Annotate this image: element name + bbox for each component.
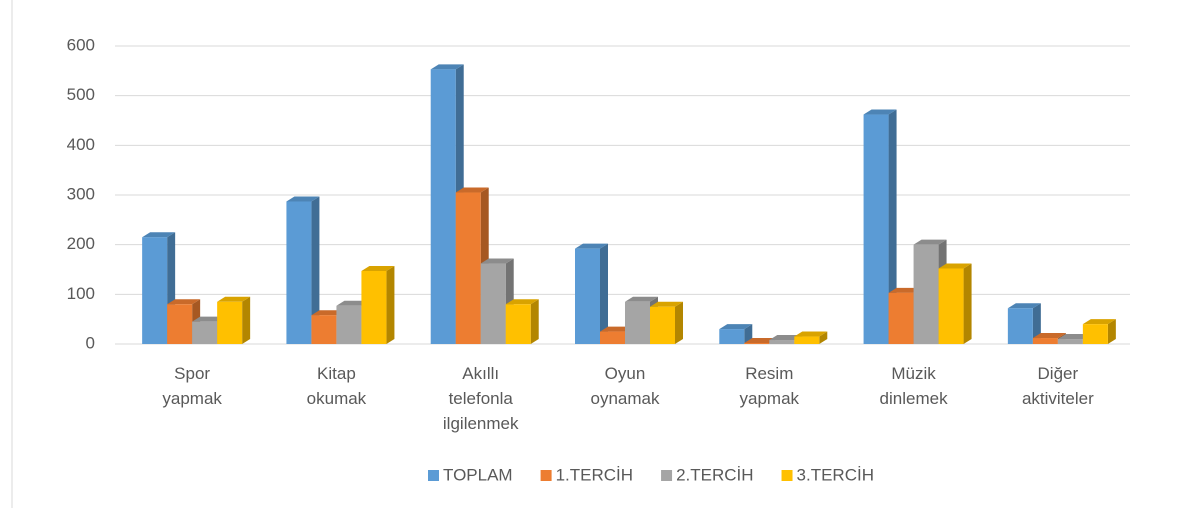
bar-side <box>819 331 828 344</box>
bar <box>719 329 745 344</box>
x-tick-label: Akıllı telefonla ilgilenmek <box>443 364 519 433</box>
bar <box>455 192 481 344</box>
bar-top <box>719 324 753 330</box>
bar <box>600 331 625 344</box>
bar-side <box>888 109 897 344</box>
y-tick-label: 200 <box>67 234 95 253</box>
bar <box>217 301 243 344</box>
bar-top <box>625 296 658 302</box>
bar-top <box>336 300 370 306</box>
y-tick-label: 0 <box>86 333 95 352</box>
x-tick-label: Spor yapmak <box>162 364 222 408</box>
bar-side <box>600 243 608 344</box>
legend-label: TOPLAM <box>443 465 513 484</box>
bar <box>142 237 168 344</box>
bar-top <box>192 316 226 322</box>
bar <box>1082 324 1108 344</box>
bar <box>650 306 675 344</box>
bar-top <box>430 64 464 70</box>
x-tick-label: Kitap okumak <box>307 364 367 408</box>
bar <box>1007 308 1033 344</box>
legend-item: 2.TERCİH <box>661 465 754 484</box>
bar-top <box>480 258 514 264</box>
x-tick-label: Resim yapmak <box>740 364 800 408</box>
legend-item: 3.TERCİH <box>781 465 874 484</box>
bar-top <box>167 299 201 305</box>
legend-item: TOPLAM <box>428 465 513 484</box>
bar-top <box>650 301 683 307</box>
legend-swatch <box>428 470 439 481</box>
y-tick-label: 500 <box>67 85 95 104</box>
bar <box>863 114 889 344</box>
bar <box>575 248 600 344</box>
bar-top <box>1082 319 1116 325</box>
bar <box>336 305 362 344</box>
bar <box>505 304 531 344</box>
bar-side <box>1032 303 1041 344</box>
bar <box>794 336 820 344</box>
bar <box>744 343 770 344</box>
y-tick-label: 100 <box>67 284 95 303</box>
bar <box>913 244 939 344</box>
x-tick-label: Müzik dinlemek <box>880 364 949 408</box>
bar-top <box>1032 333 1066 339</box>
y-tick-label: 600 <box>67 35 95 54</box>
bar-top <box>863 109 897 115</box>
bar-top <box>769 335 803 341</box>
bar <box>430 69 456 345</box>
bar <box>1032 338 1058 344</box>
bar-top <box>888 287 922 293</box>
bar-top <box>575 243 608 249</box>
y-tick-label: 400 <box>67 135 95 154</box>
bar-top <box>600 326 633 332</box>
x-tick-label: Oyun oynamak <box>591 364 660 408</box>
bar-side <box>242 296 251 344</box>
bar <box>480 263 506 344</box>
bar-side <box>744 324 753 344</box>
bar-top <box>505 299 539 305</box>
bar-top <box>286 196 320 202</box>
bar-top <box>1007 303 1041 309</box>
bar-top <box>217 296 251 302</box>
bar-top <box>311 310 345 316</box>
bar-top <box>794 331 828 337</box>
bar-side <box>963 263 972 344</box>
legend-swatch <box>661 470 673 481</box>
bar <box>286 201 312 344</box>
bar-side <box>530 299 539 344</box>
bar-top <box>361 265 395 271</box>
legend-swatch <box>540 470 552 481</box>
bar-side <box>311 196 320 344</box>
bar-side <box>386 265 395 344</box>
legend-label: 2.TERCİH <box>676 465 753 484</box>
y-tick-label: 300 <box>67 184 95 203</box>
x-tick-label: Diğer aktiviteler <box>1022 364 1094 408</box>
bar <box>625 301 650 344</box>
legend-label: 1.TERCİH <box>556 465 633 484</box>
bar <box>311 315 337 344</box>
bar-top <box>1057 334 1091 340</box>
bar <box>769 340 795 344</box>
bar-top <box>142 232 176 238</box>
legend-swatch <box>781 470 793 481</box>
bar-top <box>913 239 947 245</box>
bar <box>192 321 218 344</box>
bar <box>938 268 964 344</box>
bar-top <box>938 263 972 269</box>
legend-label: 3.TERCİH <box>797 465 874 484</box>
bar-side <box>675 301 683 344</box>
bar <box>361 270 387 344</box>
bar <box>167 304 193 344</box>
bar <box>888 292 914 344</box>
legend-item: 1.TERCİH <box>540 465 633 484</box>
bar-top <box>455 187 489 193</box>
bar <box>1057 339 1083 344</box>
bar-top <box>744 338 778 344</box>
bar-side <box>1107 319 1116 344</box>
